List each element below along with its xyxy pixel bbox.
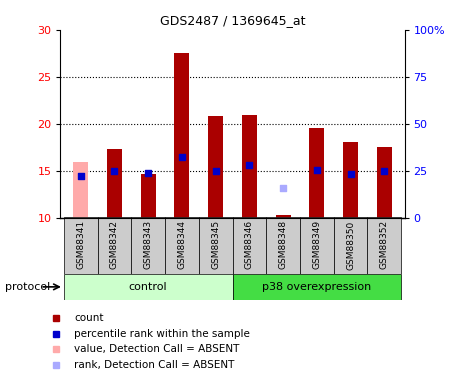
Point	[77, 173, 85, 179]
Text: GSM88349: GSM88349	[312, 220, 321, 269]
Bar	[276, 214, 291, 217]
Text: GSM88350: GSM88350	[346, 220, 355, 270]
Bar	[266, 217, 300, 274]
Point	[380, 168, 388, 174]
Text: GSM88352: GSM88352	[380, 220, 389, 269]
Bar	[131, 217, 165, 274]
Point	[178, 154, 186, 160]
Text: value, Detection Call = ABSENT: value, Detection Call = ABSENT	[74, 344, 240, 354]
Text: GSM88341: GSM88341	[76, 220, 85, 269]
Bar	[199, 217, 232, 274]
Point	[347, 171, 354, 177]
Point	[212, 168, 219, 174]
Text: GSM88344: GSM88344	[177, 220, 186, 269]
Bar	[208, 116, 223, 218]
Text: GSM88343: GSM88343	[144, 220, 153, 269]
Bar	[98, 217, 131, 274]
Bar	[64, 217, 98, 274]
Bar	[242, 116, 257, 218]
Point	[313, 166, 320, 172]
Text: GSM88342: GSM88342	[110, 220, 119, 269]
Text: p38 overexpression: p38 overexpression	[262, 282, 372, 292]
Text: protocol: protocol	[5, 282, 50, 292]
Point	[111, 168, 118, 174]
Bar	[300, 217, 334, 274]
Text: rank, Detection Call = ABSENT: rank, Detection Call = ABSENT	[74, 360, 235, 370]
Point	[279, 184, 287, 190]
Title: GDS2487 / 1369645_at: GDS2487 / 1369645_at	[160, 15, 305, 27]
Bar	[73, 162, 88, 218]
Bar	[174, 54, 190, 217]
Bar	[309, 128, 325, 217]
Bar	[377, 147, 392, 218]
Bar	[334, 217, 367, 274]
Bar	[232, 217, 266, 274]
Text: control: control	[129, 282, 167, 292]
Bar	[165, 217, 199, 274]
Bar	[64, 274, 232, 300]
Bar	[107, 149, 122, 217]
Bar	[232, 274, 401, 300]
Text: percentile rank within the sample: percentile rank within the sample	[74, 328, 250, 339]
Text: GSM88346: GSM88346	[245, 220, 254, 269]
Point	[145, 170, 152, 177]
Bar	[140, 174, 156, 217]
Bar	[343, 142, 358, 218]
Point	[246, 162, 253, 168]
Text: count: count	[74, 313, 104, 323]
Bar	[367, 217, 401, 274]
Text: GSM88345: GSM88345	[211, 220, 220, 269]
Text: GSM88348: GSM88348	[279, 220, 288, 269]
